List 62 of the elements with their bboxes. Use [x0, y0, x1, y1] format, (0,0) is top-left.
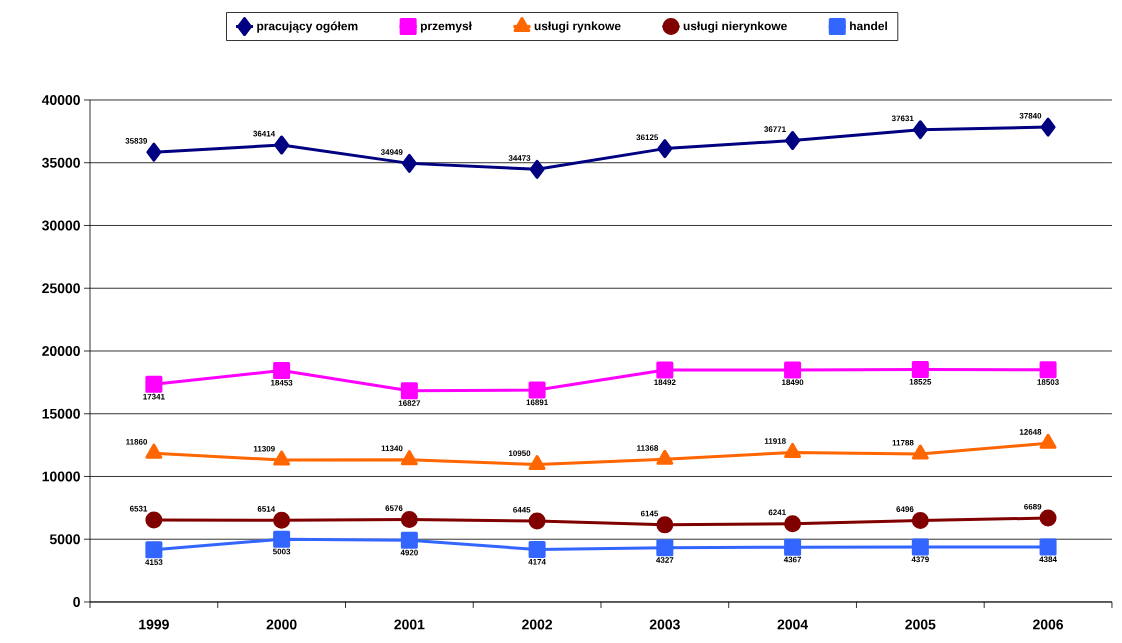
x-tick-label: 2000 — [266, 619, 297, 630]
point — [656, 449, 674, 465]
point — [785, 131, 801, 151]
point — [273, 530, 291, 548]
y-tick-label: 15000 — [42, 408, 80, 419]
point — [911, 361, 929, 378]
point — [1039, 509, 1057, 527]
y-tick-label: 20000 — [42, 346, 80, 356]
legend-label: usługi nierynkowe — [683, 21, 787, 33]
legend-label: usługi rynkowe — [534, 21, 621, 33]
point — [911, 511, 929, 529]
point — [145, 443, 163, 459]
point — [656, 361, 674, 379]
point — [145, 511, 163, 529]
point — [145, 541, 163, 559]
point — [528, 541, 546, 559]
point — [529, 159, 545, 179]
legend-label: handel — [850, 21, 887, 31]
point — [400, 531, 418, 549]
point — [528, 381, 546, 399]
point — [1039, 538, 1057, 556]
point — [1039, 433, 1057, 449]
point — [912, 120, 928, 140]
y-tick-label: 25000 — [42, 283, 80, 294]
x-tick-label: 2002 — [522, 619, 553, 630]
point — [528, 512, 546, 530]
point — [400, 450, 418, 466]
point — [146, 142, 162, 162]
point — [784, 538, 802, 556]
point — [401, 153, 417, 173]
x-tick-label: 2001 — [394, 619, 425, 630]
y-tick-label: 5000 — [49, 534, 80, 545]
point — [274, 135, 290, 155]
point — [784, 442, 802, 458]
point — [1039, 361, 1057, 379]
point — [273, 511, 291, 529]
point — [784, 361, 802, 379]
point — [145, 375, 163, 393]
y-tick-label: 30000 — [42, 220, 80, 231]
point — [911, 444, 929, 460]
legend-label: przemysł — [420, 21, 472, 33]
x-tick-label: 1999 — [139, 619, 169, 630]
point — [784, 515, 802, 533]
point — [657, 139, 673, 159]
y-tick-label: 0 — [73, 597, 80, 607]
point — [400, 510, 418, 528]
point — [273, 450, 291, 466]
x-tick-label: 2004 — [777, 619, 809, 630]
y-tick-label: 10000 — [42, 471, 80, 482]
point — [400, 382, 418, 400]
y-tick-label: 40000 — [41, 95, 80, 105]
point — [656, 539, 674, 557]
y-tick-label: 35000 — [42, 157, 80, 168]
point — [273, 361, 291, 379]
x-tick-label: 2003 — [649, 619, 680, 630]
point — [528, 455, 546, 471]
point — [656, 516, 674, 534]
point — [1040, 117, 1056, 137]
x-tick-label: 2005 — [905, 619, 936, 630]
legend-label: pracujący ogółem — [257, 21, 358, 33]
point — [911, 538, 929, 556]
x-tick-label: 2006 — [1033, 619, 1064, 630]
